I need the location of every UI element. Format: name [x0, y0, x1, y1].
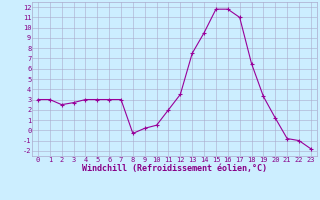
- X-axis label: Windchill (Refroidissement éolien,°C): Windchill (Refroidissement éolien,°C): [82, 164, 267, 173]
